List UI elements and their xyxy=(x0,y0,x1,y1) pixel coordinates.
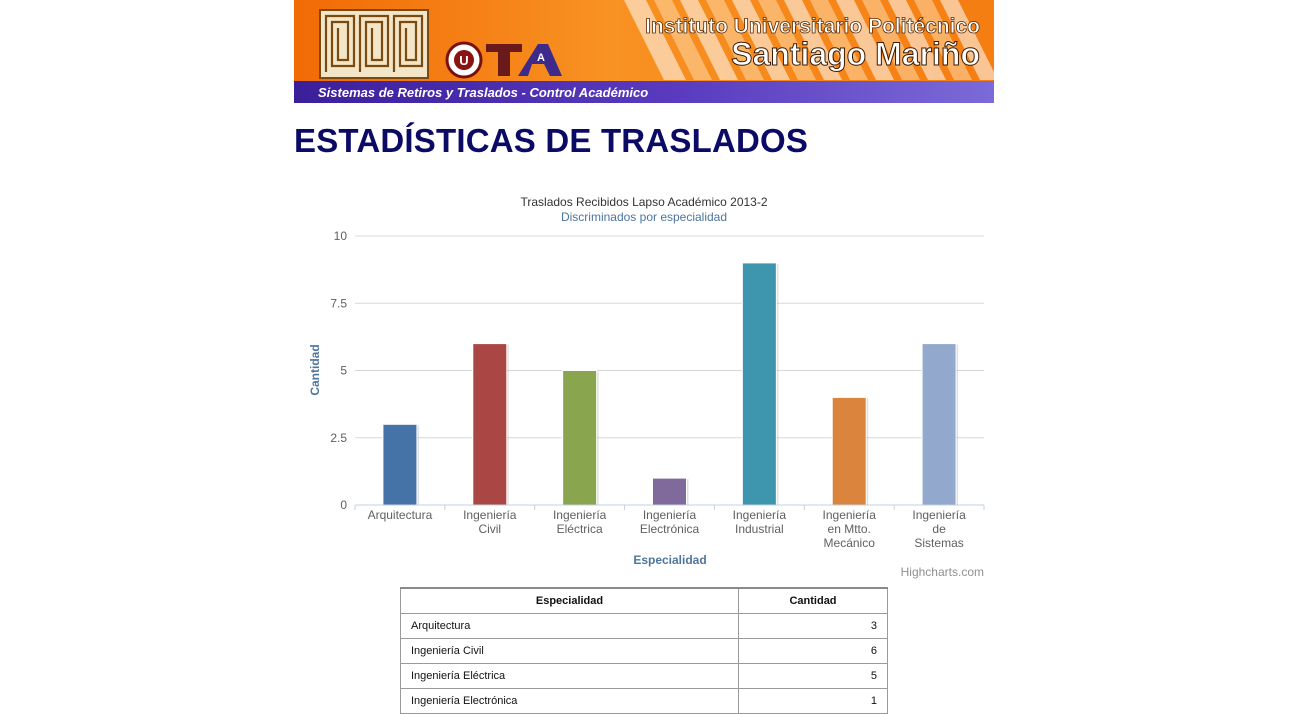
column-header-especialidad: Especialidad xyxy=(400,587,739,614)
table-row: Ingeniería Civil 6 xyxy=(400,638,888,664)
logo-letter: A xyxy=(537,52,545,64)
page-title: ESTADÍSTICAS DE TRASLADOS xyxy=(294,122,809,159)
row-especialidad: Ingeniería Electrónica xyxy=(400,688,739,714)
x-tick-label: Ingeniería en Mtto. Mecánico xyxy=(823,508,877,550)
x-tick-label: Ingeniería Eléctrica xyxy=(553,508,607,536)
header-banner: U A Instituto Universitario Politécnico … xyxy=(294,0,994,103)
chart-subtitle: Discriminados por especialidad xyxy=(561,210,727,224)
table-row: Ingeniería Electrónica 1 xyxy=(400,688,888,714)
bar[interactable] xyxy=(382,423,418,506)
university-emblem: U xyxy=(445,41,483,79)
banner-title-line1: Instituto Universitario Politécnico xyxy=(645,15,980,38)
banner-title-line2: Santiago Mariño xyxy=(731,36,980,72)
data-table: Especialidad Cantidad Arquitectura 3 Ing… xyxy=(400,587,888,714)
y-tick-label: 10 xyxy=(334,229,348,243)
chart-title: Traslados Recibidos Lapso Académico 2013… xyxy=(520,195,767,209)
banner-subtitle: Sistemas de Retiros y Traslados - Contro… xyxy=(318,85,648,100)
row-especialidad: Ingeniería Eléctrica xyxy=(400,663,739,689)
chart-gridlines xyxy=(355,235,984,439)
x-tick-label: Ingeniería de Sistemas xyxy=(912,508,966,550)
bar[interactable] xyxy=(562,370,598,506)
bar[interactable] xyxy=(741,262,777,506)
column-header-cantidad: Cantidad xyxy=(738,587,888,614)
y-tick-label: 2.5 xyxy=(330,431,347,445)
chart-bars xyxy=(382,262,959,506)
y-axis-label: Cantidad xyxy=(308,344,322,395)
row-cantidad: 3 xyxy=(738,613,888,639)
y-tick-label: 7.5 xyxy=(330,296,347,310)
table-header-row: Especialidad Cantidad xyxy=(400,587,888,614)
y-tick-label: 0 xyxy=(340,498,347,512)
x-tick-label: Ingeniería Civil xyxy=(463,508,517,536)
row-especialidad: Ingeniería Civil xyxy=(400,638,739,664)
bar[interactable] xyxy=(652,477,687,506)
y-tick-label: 5 xyxy=(340,364,347,378)
table-row: Arquitectura 3 xyxy=(400,613,888,639)
row-cantidad: 1 xyxy=(738,688,888,714)
x-axis-ticks: Arquitectura Ingeniería Civil Ingeniería Elé… xyxy=(354,505,985,550)
y-axis-ticks: 0 2.5 5 7.5 10 xyxy=(330,229,347,512)
ota-logo: A xyxy=(486,44,562,76)
banner-stripes xyxy=(624,0,994,80)
x-tick-label: Ingeniería Electrónica xyxy=(640,508,700,536)
emblem-letter: U xyxy=(459,53,468,68)
bar[interactable] xyxy=(831,396,867,506)
row-cantidad: 5 xyxy=(738,663,888,689)
x-tick-label: Arquitectura xyxy=(368,508,433,522)
row-especialidad: Arquitectura xyxy=(400,613,739,639)
chart-credits[interactable]: Highcharts.com xyxy=(901,565,984,579)
bar-chart: Traslados Recibidos Lapso Académico 2013… xyxy=(308,195,985,579)
x-tick-label: Ingeniería Industrial xyxy=(733,508,787,536)
bar[interactable] xyxy=(921,343,957,506)
row-cantidad: 6 xyxy=(738,638,888,664)
table-row: Ingeniería Eléctrica 5 xyxy=(400,663,888,689)
institute-logo xyxy=(319,9,429,79)
bar[interactable] xyxy=(472,343,508,506)
x-axis-label: Especialidad xyxy=(633,553,706,567)
